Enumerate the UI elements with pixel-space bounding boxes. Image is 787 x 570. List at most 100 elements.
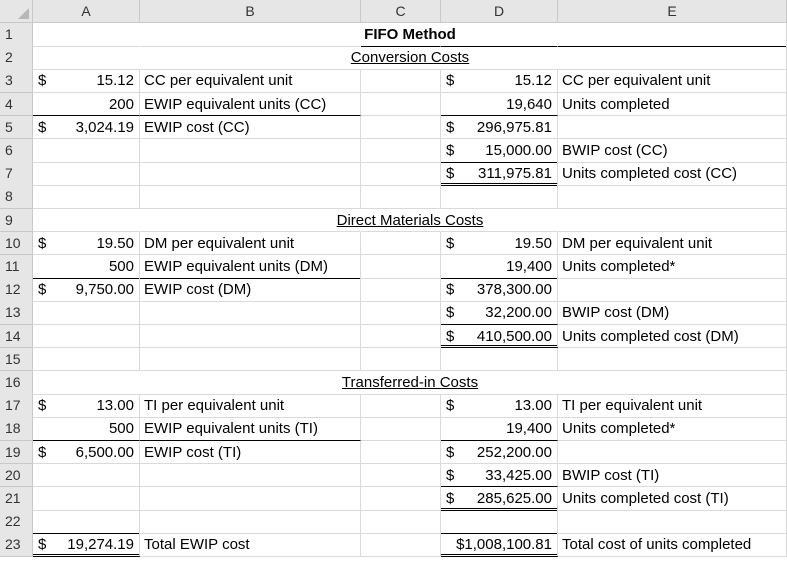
cell-a12[interactable]: $9,750.00 [33, 278, 140, 302]
row-header-10[interactable]: 10 [0, 231, 33, 256]
row-header-4[interactable]: 4 [0, 92, 33, 117]
cell-e12[interactable] [558, 278, 787, 302]
column-header-a[interactable]: A [33, 0, 140, 23]
cell-d13[interactable]: $32,200.00 [441, 301, 558, 326]
cell-a15[interactable] [33, 347, 140, 372]
cell-d12[interactable]: $378,300.00 [441, 278, 558, 302]
cell-b20[interactable] [140, 463, 361, 488]
row-header-6[interactable]: 6 [0, 139, 33, 163]
cell-e14[interactable]: Units completed cost (DM) [558, 324, 787, 349]
cell-b12[interactable]: EWIP cost (DM) [140, 278, 361, 302]
row-header-18[interactable]: 18 [0, 417, 33, 442]
cell-c20[interactable] [361, 463, 441, 488]
cell-d6[interactable]: $15,000.00 [441, 139, 558, 163]
row-header-9[interactable]: 9 [0, 208, 33, 233]
cell-b7[interactable] [140, 162, 361, 186]
cell-c9[interactable] [361, 209, 441, 233]
cell-b10[interactable]: DM per equivalent unit [140, 231, 361, 256]
cell-a19[interactable]: $6,500.00 [33, 440, 140, 465]
row-header-8[interactable]: 8 [0, 185, 33, 210]
cell-e11[interactable]: Units completed* [558, 255, 787, 279]
cell-d22[interactable] [441, 510, 558, 534]
cell-e5[interactable] [558, 115, 787, 140]
cell-a8[interactable] [33, 185, 140, 210]
cell-c21[interactable] [361, 487, 441, 511]
row-header-23[interactable]: 23 [0, 533, 33, 558]
cell-a13[interactable] [33, 301, 140, 326]
cell-d15[interactable] [441, 347, 558, 372]
row-header-12[interactable]: 12 [0, 278, 33, 302]
row-header-21[interactable]: 21 [0, 487, 33, 511]
cell-a6[interactable] [33, 139, 140, 163]
row-header-1[interactable]: 1 [0, 23, 33, 47]
row-header-19[interactable]: 19 [0, 440, 33, 465]
cell-e4[interactable]: Units completed [558, 92, 787, 117]
cell-b19[interactable]: EWIP cost (TI) [140, 440, 361, 465]
row-header-2[interactable]: 2 [0, 46, 33, 70]
cell-a20[interactable] [33, 463, 140, 488]
cell-d4[interactable]: 19,640 [441, 92, 558, 117]
row-header-3[interactable]: 3 [0, 69, 33, 94]
cell-e18[interactable]: Units completed* [558, 417, 787, 442]
cell-e3[interactable]: CC per equivalent unit [558, 69, 787, 94]
cell-a1[interactable] [33, 23, 140, 47]
cell-a11[interactable]: 500 [33, 255, 140, 279]
cell-b3[interactable]: CC per equivalent unit [140, 69, 361, 94]
cell-b2[interactable] [140, 46, 361, 70]
cell-d9[interactable] [441, 209, 558, 233]
cell-a17[interactable]: $13.00 [33, 394, 140, 418]
cell-d21[interactable]: $285,625.00 [441, 487, 558, 511]
cell-c19[interactable] [361, 440, 441, 465]
cell-c4[interactable] [361, 92, 441, 117]
cell-e10[interactable]: DM per equivalent unit [558, 231, 787, 256]
cell-d16[interactable] [441, 371, 558, 395]
cell-c13[interactable] [361, 301, 441, 326]
cell-c7[interactable] [361, 162, 441, 186]
cell-b23[interactable]: Total EWIP cost [140, 533, 361, 558]
cell-a14[interactable] [33, 324, 140, 349]
cell-a3[interactable]: $15.12 [33, 69, 140, 94]
cell-d19[interactable]: $252,200.00 [441, 440, 558, 465]
column-header-b[interactable]: B [140, 0, 361, 23]
cell-d1[interactable] [441, 23, 558, 47]
cell-d20[interactable]: $33,425.00 [441, 463, 558, 488]
cell-a4[interactable]: 200 [33, 92, 140, 117]
cell-c1[interactable] [361, 23, 441, 47]
cell-c23[interactable] [361, 533, 441, 558]
cell-d23[interactable]: $1,008,100.81 [441, 533, 558, 558]
cell-b16[interactable] [140, 371, 361, 395]
cell-b14[interactable] [140, 324, 361, 349]
cell-b4[interactable]: EWIP equivalent units (CC) [140, 92, 361, 117]
cell-d8[interactable] [441, 185, 558, 210]
cell-e8[interactable] [558, 185, 787, 210]
cell-b6[interactable] [140, 139, 361, 163]
cell-c8[interactable] [361, 185, 441, 210]
select-all-corner[interactable] [0, 0, 33, 23]
cell-b1[interactable] [140, 23, 361, 47]
cell-e17[interactable]: TI per equivalent unit [558, 394, 787, 418]
cell-a21[interactable] [33, 487, 140, 511]
row-header-16[interactable]: 16 [0, 371, 33, 395]
cell-c17[interactable] [361, 394, 441, 418]
cell-e13[interactable]: BWIP cost (DM) [558, 301, 787, 326]
cell-c18[interactable] [361, 417, 441, 442]
cell-c11[interactable] [361, 255, 441, 279]
cell-d2[interactable] [441, 46, 558, 70]
cell-c2[interactable] [361, 46, 441, 70]
row-header-14[interactable]: 14 [0, 324, 33, 349]
cell-b22[interactable] [140, 510, 361, 534]
cell-e20[interactable]: BWIP cost (TI) [558, 463, 787, 488]
row-header-5[interactable]: 5 [0, 115, 33, 140]
cell-a9[interactable] [33, 209, 140, 233]
cell-d11[interactable]: 19,400 [441, 255, 558, 279]
cell-d10[interactable]: $19.50 [441, 231, 558, 256]
cell-d17[interactable]: $13.00 [441, 394, 558, 418]
cell-b8[interactable] [140, 185, 361, 210]
cell-c6[interactable] [361, 139, 441, 163]
cell-a23[interactable]: $19,274.19 [33, 533, 140, 558]
cell-c12[interactable] [361, 278, 441, 302]
cell-b21[interactable] [140, 487, 361, 511]
cell-d14[interactable]: $410,500.00 [441, 324, 558, 349]
column-header-e[interactable]: E [558, 0, 787, 23]
cell-d7[interactable]: $311,975.81 [441, 162, 558, 186]
